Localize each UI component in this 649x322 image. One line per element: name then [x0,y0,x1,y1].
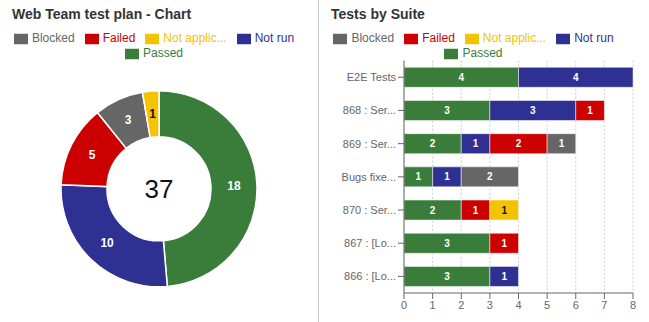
svg-text:1: 1 [444,171,450,182]
html-text:Not applic...: Not applic... [482,31,547,45]
html-text:Blocked: Blocked [31,31,75,45]
svg-text:2: 2 [487,171,493,182]
svg-text:3: 3 [444,271,450,282]
svg-text:870 : Ser...: 870 : Ser... [343,204,396,216]
svg-text:1: 1 [501,271,507,282]
svg-text:0: 0 [401,299,407,311]
svg-text:1: 1 [587,105,593,116]
html-text:Web Team test plan - Chart: Web Team test plan - Chart [12,6,192,22]
svg-text:1: 1 [430,299,436,311]
svg-text:2: 2 [430,205,436,216]
html-text:Blocked: Blocked [351,31,395,45]
svg-text:5: 5 [89,148,96,162]
svg-text:Bugs fixe...: Bugs fixe... [342,171,396,183]
svg-text:1: 1 [473,205,479,216]
svg-text:1: 1 [559,138,565,149]
svg-text:2: 2 [516,138,522,149]
svg-text:4: 4 [515,299,521,311]
svg-text:6: 6 [573,299,579,311]
svg-text:37: 37 [145,174,174,204]
svg-text:10: 10 [100,236,114,250]
svg-text:3: 3 [444,238,450,249]
svg-text:8: 8 [630,299,636,311]
svg-text:5: 5 [544,299,550,311]
html-text:Passed: Passed [143,45,183,60]
svg-text:867 : [Lo...: 867 : [Lo... [344,237,396,249]
html-text:Not run: Not run [574,31,614,45]
svg-text:1: 1 [473,138,479,149]
svg-text:E2E Tests: E2E Tests [347,71,397,83]
html-text:Not applic...: Not applic... [163,31,227,45]
svg-text:7: 7 [601,299,607,311]
html-text:Not run: Not run [254,31,295,45]
svg-text:1: 1 [149,107,156,121]
svg-text:869 : Ser...: 869 : Ser... [343,138,396,150]
svg-text:2: 2 [430,138,436,149]
svg-text:868 : Ser...: 868 : Ser... [343,104,396,116]
html-text:Failed: Failed [422,31,455,45]
svg-text:3: 3 [125,113,132,127]
html-text:Tests by Suite: Tests by Suite [331,6,425,22]
svg-text:3: 3 [530,105,536,116]
svg-text:2: 2 [458,299,464,311]
html-text:Passed: Passed [462,45,503,60]
svg-text:1: 1 [501,238,507,249]
html-text:Failed: Failed [102,31,136,45]
svg-text:1: 1 [501,205,507,216]
svg-text:4: 4 [458,72,464,83]
svg-text:866 : [Lo...: 866 : [Lo... [344,270,396,282]
svg-text:3: 3 [444,105,450,116]
svg-text:3: 3 [487,299,493,311]
svg-text:4: 4 [573,72,579,83]
svg-text:1: 1 [416,171,422,182]
svg-text:18: 18 [227,179,241,193]
